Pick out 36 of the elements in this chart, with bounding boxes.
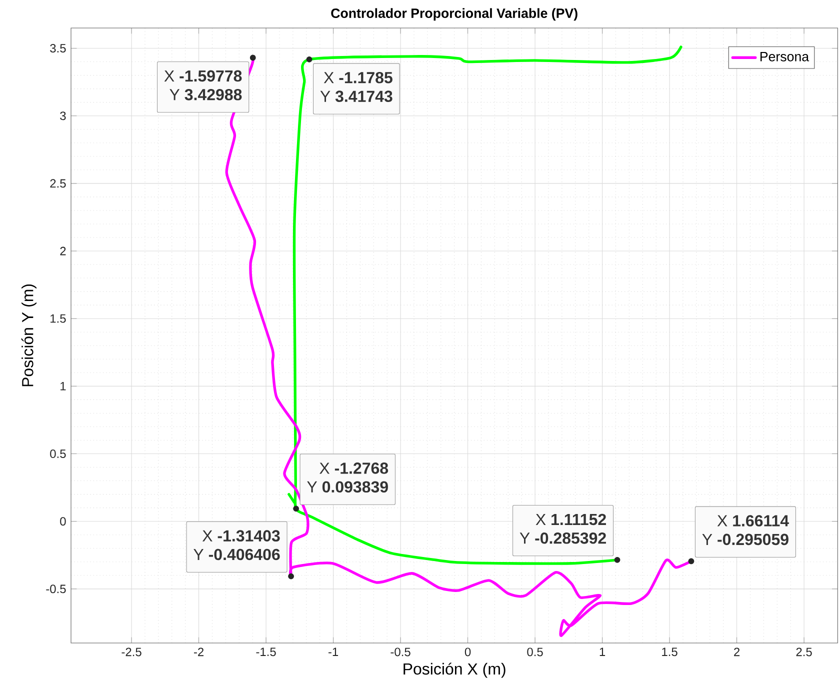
y-tick-label: 0 [60, 517, 66, 526]
y-tick-label: 1 [60, 382, 66, 390]
chart-title: Controlador Proporcional Variable (PV) [331, 8, 578, 21]
x-tick-label: 0 [464, 648, 471, 656]
x-tick-label: 0.5 [527, 648, 543, 656]
annotation: X -1.31403 [202, 530, 280, 542]
annotation: Y 3.42988 [170, 88, 242, 100]
y-tick-label: 0.5 [50, 450, 66, 458]
annotation: X -1.2768 [320, 462, 388, 474]
annotation: Y 3.41743 [320, 90, 392, 102]
x-tick-label: -2 [194, 648, 204, 656]
y-tick-label: 1.5 [50, 314, 66, 323]
annotation: X 1.66114 [717, 515, 789, 526]
annotation: X -1.59778 [164, 70, 242, 82]
y-tick-label: 3.5 [50, 44, 66, 53]
x-tick-label: -1 [328, 648, 338, 656]
annotation: Y -0.406406 [194, 548, 280, 560]
annotation: X 1.11152 [536, 514, 606, 526]
x-tick-label: -1.5 [256, 648, 276, 656]
annotation: Y -0.285392 [520, 532, 606, 544]
x-tick-label: -0.5 [390, 648, 410, 656]
y-tick-label: -0.5 [46, 584, 66, 594]
x-tick-label: 2.5 [796, 648, 812, 656]
y-axis-title: Posición Y (m) [21, 284, 36, 386]
y-tick-label: 3 [60, 112, 66, 120]
y-tick-label: 2.5 [50, 179, 66, 188]
x-tick-label: -2.5 [122, 648, 142, 656]
x-tick-label: 1.5 [662, 648, 678, 656]
x-axis-title: Posición X (m) [404, 662, 506, 678]
y-tick-label: 2 [60, 246, 66, 256]
x-tick-label: 2 [734, 648, 740, 656]
x-tick-label: 1 [600, 648, 606, 656]
annotation: Y 0.093839 [307, 481, 388, 493]
legend-label: Persona [760, 52, 810, 62]
annotation: Y -0.295059 [702, 534, 788, 546]
annotation: X -1.1785 [324, 72, 392, 84]
